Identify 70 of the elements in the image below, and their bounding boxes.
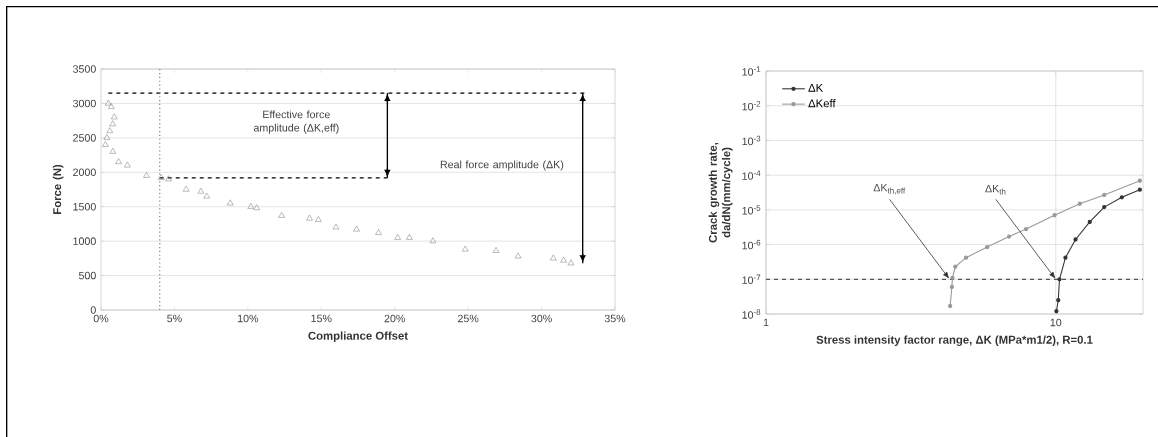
- point: [315, 216, 322, 222]
- legend-label: ΔK: [808, 83, 824, 92]
- x-tick-label: 0%: [93, 314, 109, 323]
- y-tick-label: 10$^{-5}$: [742, 205, 761, 215]
- point: [182, 185, 190, 192]
- y-tick-label: 2000: [73, 168, 96, 177]
- point: [105, 99, 112, 106]
- x-tick-label: 10: [1050, 318, 1062, 327]
- y-tick-label: 3500: [72, 65, 96, 73]
- x-tick-label: 1: [763, 318, 769, 327]
- annotation: Effective force amplitude (ΔK,eff): [253, 110, 339, 134]
- x-tick-label: 10%: [238, 314, 259, 323]
- point: [406, 233, 413, 240]
- point: [375, 229, 382, 235]
- y-tick-label: 10$^{-4}$: [742, 170, 761, 180]
- point: [306, 214, 313, 221]
- y-tick-label: 10$^{-7}$: [742, 274, 761, 284]
- point: [461, 245, 469, 252]
- point: [106, 127, 114, 133]
- y-tick-label: 0: [90, 306, 96, 314]
- point: [165, 175, 172, 182]
- point: [109, 120, 117, 127]
- point: [560, 256, 567, 263]
- annotation: ΔK$_{th}$: [985, 184, 1006, 195]
- point: [115, 158, 122, 164]
- x-axis-title: Stress intensity factor range, ΔK (MPa*m1/2), R=0.1: [816, 335, 1093, 347]
- point: [197, 187, 205, 194]
- y-tick-label: 10$^{-2}$: [742, 101, 761, 111]
- point: [110, 113, 118, 120]
- point: [492, 247, 500, 253]
- point: [514, 252, 522, 259]
- point: [124, 161, 131, 168]
- annotation: ΔK$_{th,eff}$: [873, 183, 906, 195]
- point: [567, 259, 575, 266]
- point: [143, 172, 150, 178]
- point: [108, 103, 115, 109]
- point: [247, 202, 255, 209]
- point: [103, 134, 111, 140]
- y-tick-label: 10$^{-3}$: [742, 135, 761, 146]
- legend-label: ΔKeff: [808, 99, 836, 108]
- annotation: Real force amplitude (ΔK): [440, 160, 564, 171]
- point: [429, 237, 437, 244]
- y-tick-label: 1500: [73, 202, 96, 211]
- x-tick-label: 20%: [384, 314, 405, 323]
- y-axis-title: Force (N): [52, 164, 64, 214]
- y-axis-title: Crack growth rate, da/dN(mm/cycle): [708, 142, 733, 243]
- point: [253, 204, 260, 211]
- y-tick-label: 10$^{-1}$: [742, 66, 761, 76]
- y-tick-label: 10$^{-6}$: [742, 239, 761, 250]
- x-tick-label: 15%: [311, 314, 332, 323]
- x-tick-label: 30%: [531, 314, 552, 323]
- y-tick-label: 2500: [73, 134, 96, 142]
- point: [353, 225, 360, 232]
- x-tick-label: 25%: [458, 314, 479, 323]
- y-tick-label: 500: [78, 271, 96, 280]
- point: [203, 192, 211, 199]
- point: [226, 199, 234, 206]
- point: [109, 147, 117, 154]
- x-axis-title: Compliance Offset: [308, 331, 408, 342]
- x-tick-label: 5%: [167, 314, 182, 323]
- point: [278, 211, 285, 218]
- point: [550, 254, 557, 261]
- y-tick-label: 10$^{-8}$: [742, 309, 761, 319]
- y-tick-label: 3000: [72, 99, 96, 108]
- point: [332, 223, 340, 230]
- y-tick-label: 1000: [73, 237, 96, 245]
- point: [157, 174, 165, 180]
- point: [394, 233, 401, 240]
- point: [102, 141, 109, 147]
- x-tick-label: 35%: [604, 314, 626, 323]
